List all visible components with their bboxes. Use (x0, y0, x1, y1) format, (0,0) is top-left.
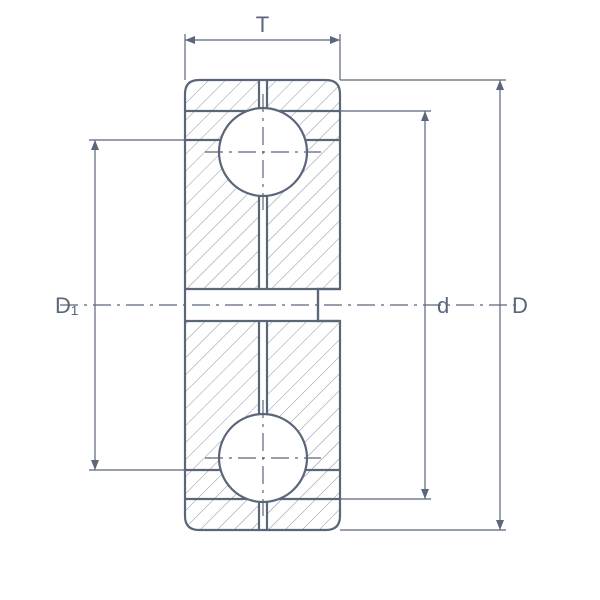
dim-label-D1: D₁ (55, 293, 78, 318)
dim-label-d: d (437, 293, 449, 318)
bearing-diagram: T Dd D₁ (0, 0, 600, 600)
dim-label-T: T (256, 12, 269, 37)
dim-label-D: D (512, 293, 528, 318)
